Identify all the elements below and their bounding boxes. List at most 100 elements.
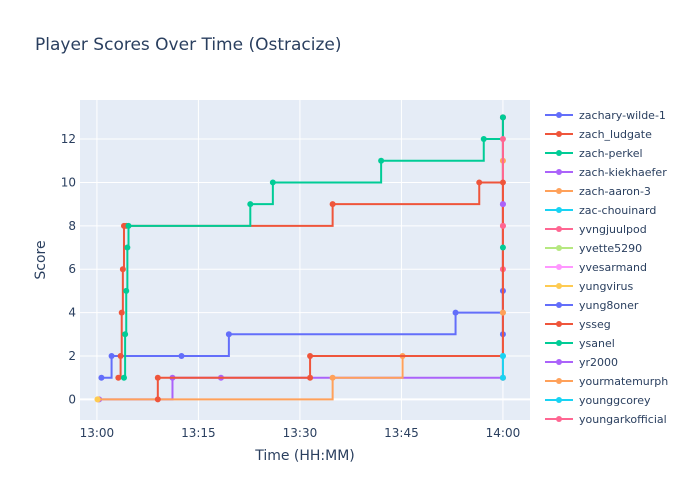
x-tick-label: 13:15 (181, 426, 216, 440)
series-yr2000 (499, 201, 506, 208)
legend-label: ysseg (579, 318, 611, 331)
data-point (499, 309, 506, 316)
legend-label: zachary-wilde-1 (579, 109, 666, 122)
legend-label: ysanel (579, 337, 615, 350)
legend-label: yvngjuulpod (579, 223, 647, 236)
legend-item[interactable]: zach-perkel (545, 147, 643, 160)
legend-item[interactable]: zach-kiekhaefer (545, 166, 667, 179)
x-tick-label: 13:45 (384, 426, 419, 440)
legend-swatch-marker (556, 245, 562, 251)
legend-swatch-marker (556, 397, 562, 403)
legend-label: yr2000 (579, 356, 618, 369)
y-tick-label: 8 (68, 219, 76, 233)
data-point (108, 353, 115, 359)
legend-item[interactable]: zach_ludgate (545, 128, 652, 141)
legend-swatch-marker (556, 169, 562, 175)
legend[interactable]: zachary-wilde-1 zach_ludgate zach-perkel za… (545, 109, 668, 426)
legend-item[interactable]: younggcorey (545, 394, 651, 407)
data-point (499, 353, 506, 359)
data-point (269, 179, 276, 186)
data-point (452, 309, 459, 316)
legend-label: yvesarmand (579, 261, 647, 274)
legend-swatch-marker (556, 283, 562, 289)
y-tick-label: 10 (61, 175, 76, 189)
legend-swatch-marker (556, 188, 562, 194)
legend-item[interactable]: ysanel (545, 337, 615, 350)
legend-label: zach-aaron-3 (579, 185, 651, 198)
x-axis-ticks: 13:00 13:15 13:30 13:45 14:00 (80, 426, 521, 440)
legend-item[interactable]: yvngjuulpod (545, 223, 647, 236)
legend-label: younggcorey (579, 394, 651, 407)
legend-label: zach-perkel (579, 147, 643, 160)
x-tick-label: 14:00 (486, 426, 521, 440)
legend-item[interactable]: yourmatemurph (545, 375, 668, 388)
legend-item[interactable]: yvesarmand (545, 261, 647, 274)
data-point (120, 374, 127, 381)
series-younggcorey (499, 353, 506, 359)
legend-label: yungvirus (579, 280, 633, 293)
legend-item[interactable]: yvette5290 (545, 242, 642, 255)
data-point (225, 331, 232, 338)
data-point (329, 374, 336, 381)
legend-swatch-marker (556, 226, 562, 232)
y-axis-ticks: 0 2 4 6 8 10 12 (61, 132, 76, 406)
series-line (101, 117, 504, 379)
legend-swatch-marker (556, 359, 562, 365)
legend-label: yourmatemurph (579, 375, 668, 388)
series-zach-perkel (120, 114, 506, 381)
y-tick-label: 6 (68, 262, 76, 276)
legend-label: zach-kiekhaefer (579, 166, 667, 179)
series-ysanel (499, 244, 506, 251)
legend-swatch-marker (556, 321, 562, 327)
data-point (499, 136, 506, 143)
data-point (119, 266, 126, 273)
legend-swatch-marker (556, 131, 562, 137)
legend-item[interactable]: yung8oner (545, 299, 639, 312)
legend-item[interactable]: ysseg (545, 318, 611, 331)
series-yourmatemurph (499, 309, 506, 316)
data-point (499, 374, 506, 381)
x-tick-label: 13:00 (80, 426, 115, 440)
data-point (499, 201, 506, 208)
y-tick-label: 4 (68, 306, 76, 320)
legend-swatch-marker (556, 416, 562, 422)
data-point (118, 309, 125, 316)
legend-label: yung8oner (579, 299, 639, 312)
data-point (499, 222, 506, 229)
y-tick-label: 2 (68, 349, 76, 363)
data-point (117, 353, 124, 359)
legend-item[interactable]: zach-aaron-3 (545, 185, 651, 198)
legend-swatch-marker (556, 378, 562, 384)
legend-swatch-marker (556, 150, 562, 156)
legend-item[interactable]: yr2000 (545, 356, 618, 369)
x-tick-label: 13:30 (283, 426, 318, 440)
data-point (329, 201, 336, 208)
legend-item[interactable]: youngarkofficial (545, 413, 667, 426)
series-youngarkofficial (499, 222, 506, 229)
plot-area (80, 100, 530, 420)
data-point (154, 374, 161, 381)
chart-title: Player Scores Over Time (Ostracize) (35, 35, 342, 55)
data-point (98, 374, 105, 381)
x-axis-title: Time (HH:MM) (254, 448, 355, 464)
y-axis-title: Score (33, 240, 49, 279)
legend-item[interactable]: zachary-wilde-1 (545, 109, 666, 122)
legend-swatch-marker (556, 112, 562, 118)
data-point (499, 179, 506, 186)
data-point (125, 222, 132, 229)
series-line (156, 182, 504, 400)
series-ysseg (154, 179, 506, 403)
y-tick-label: 12 (61, 132, 76, 146)
data-point (307, 374, 314, 381)
data-point (115, 374, 122, 381)
data-point (178, 353, 185, 359)
legend-label: zac-chouinard (579, 204, 656, 217)
data-point (124, 244, 131, 251)
legend-item[interactable]: zac-chouinard (545, 204, 656, 217)
y-tick-label: 0 (68, 392, 76, 406)
data-point (94, 396, 101, 403)
data-point (499, 114, 506, 121)
legend-item[interactable]: yungvirus (545, 280, 633, 293)
data-point (122, 331, 129, 338)
series-yungvirus (94, 396, 101, 403)
